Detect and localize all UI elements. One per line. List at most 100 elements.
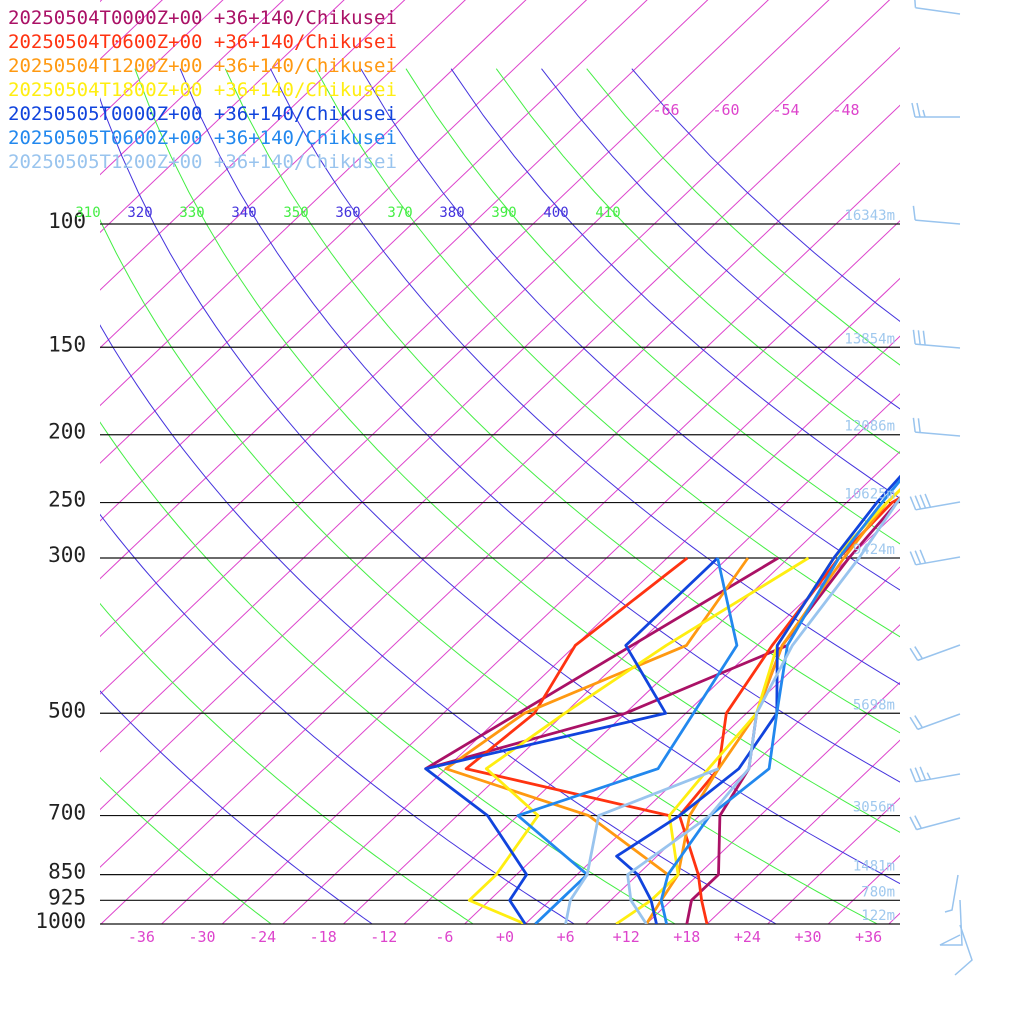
adiabat-line xyxy=(134,68,900,833)
adiabat-line xyxy=(100,690,373,924)
theta-label: 320 xyxy=(127,205,152,221)
temperature-tick-label: +36 xyxy=(855,928,882,946)
temperature-series-line xyxy=(659,478,900,924)
height-label: 10625m xyxy=(844,487,895,503)
adiabat-line xyxy=(269,68,900,685)
isotherm-line xyxy=(100,0,769,638)
temperature-tick-label: -12 xyxy=(370,928,397,946)
isotherm-line xyxy=(949,0,1024,924)
pressure-label: 250 xyxy=(48,488,86,512)
legend-entry: 20250505T0000Z+00 +36+140/Chikusei xyxy=(8,103,397,125)
theta-label: 390 xyxy=(491,205,516,221)
isotherm-line xyxy=(464,508,900,924)
height-label: 13854m xyxy=(844,331,895,347)
adiabat-line xyxy=(631,68,900,323)
height-label: 12086m xyxy=(844,419,895,435)
wind-barb xyxy=(939,874,973,976)
wind-barb xyxy=(909,713,961,731)
legend-entry: 20250505T1200Z+00 +36+140/Chikusei xyxy=(8,151,397,173)
temperature-series-line xyxy=(685,498,900,924)
isotherm-line xyxy=(827,854,900,924)
isotherm-line xyxy=(585,624,900,924)
isotherm-line xyxy=(100,104,900,868)
temperature-tick-label: -36 xyxy=(128,928,155,946)
legend-entry: 20250504T1800Z+00 +36+140/Chikusei xyxy=(8,79,397,101)
isotherm-line xyxy=(646,681,900,924)
isotherm-line xyxy=(282,335,900,924)
adiabat-line xyxy=(360,68,900,591)
theta-label: 380 xyxy=(439,205,464,221)
sounding-series xyxy=(424,474,900,924)
upper-isotherm-label: -66 xyxy=(652,101,679,119)
height-label: 16343m xyxy=(844,208,895,224)
wind-barb xyxy=(912,205,961,225)
pressure-label: 100 xyxy=(48,209,86,233)
isotherm-line xyxy=(100,0,891,753)
legend-entry: 20250504T1200Z+00 +36+140/Chikusei xyxy=(8,55,397,77)
theta-label: 410 xyxy=(595,205,620,221)
wind-barb xyxy=(909,815,961,831)
legend: 20250504T0000Z+00 +36+140/Chikusei 202505… xyxy=(8,7,397,173)
adiabat-line xyxy=(541,68,900,410)
temperature-tick-label: -18 xyxy=(310,928,337,946)
isotherm-line xyxy=(100,0,588,464)
temperature-series-line xyxy=(615,474,900,924)
height-label: 3056m xyxy=(853,800,895,816)
theta-label: 330 xyxy=(179,205,204,221)
adiabat-line xyxy=(405,68,900,545)
height-label: 9424m xyxy=(853,542,895,558)
temperature-tick-label: -30 xyxy=(188,928,215,946)
wind-barb xyxy=(909,766,961,783)
adiabat-line xyxy=(100,602,474,924)
theta-label: 350 xyxy=(283,205,308,221)
dewpoint-series-line xyxy=(564,767,720,924)
upper-isotherm-label: -60 xyxy=(712,101,739,119)
pressure-label: 1000 xyxy=(35,909,86,933)
dewpoint-series-line xyxy=(516,557,739,924)
isotherm-line xyxy=(161,220,900,924)
wind-barb xyxy=(911,102,960,118)
adiabat-line xyxy=(100,776,272,924)
adiabat-line xyxy=(179,68,900,783)
pressure-label: 850 xyxy=(48,860,86,884)
isotherm-line xyxy=(524,566,900,924)
legend-entry: 20250505T0600Z+00 +36+140/Chikusei xyxy=(8,127,397,149)
isobars xyxy=(100,223,900,925)
isotherm-line xyxy=(100,0,527,407)
wind-barbs xyxy=(909,0,973,976)
theta-label: 400 xyxy=(543,205,568,221)
pressure-label: 925 xyxy=(48,885,86,909)
isotherm-line xyxy=(343,393,900,924)
upper-isotherm-label: -48 xyxy=(832,101,859,119)
pressure-label: 200 xyxy=(48,420,86,444)
temperature-tick-label: +6 xyxy=(557,928,575,946)
height-label: 5698m xyxy=(853,697,895,713)
isotherm-line xyxy=(100,0,709,580)
wind-barb xyxy=(909,493,961,511)
temperature-tick-label: -24 xyxy=(249,928,276,946)
temperature-tick-label: +24 xyxy=(734,928,761,946)
legend-entry: 20250504T0000Z+00 +36+140/Chikusei xyxy=(8,7,397,29)
theta-label: 310 xyxy=(75,205,100,221)
adiabat-line xyxy=(100,513,575,924)
wind-barb xyxy=(913,0,961,15)
temperature-tick-label: -6 xyxy=(435,928,453,946)
wind-barb xyxy=(912,329,961,349)
dewpoint-series-line xyxy=(464,556,689,817)
wind-barb xyxy=(909,644,961,662)
isotherm-line xyxy=(767,797,900,924)
isotherm-line xyxy=(1010,0,1024,924)
theta-label: 340 xyxy=(231,205,256,221)
temperature-tick-label: +30 xyxy=(794,928,821,946)
wind-barb xyxy=(909,549,961,566)
upper-isotherm-label: -54 xyxy=(772,101,799,119)
height-label: 1481m xyxy=(853,859,895,875)
isotherm-line xyxy=(100,46,900,811)
pressure-label: 500 xyxy=(48,698,86,722)
isotherm-line xyxy=(100,0,830,695)
dewpoint-series-line xyxy=(444,557,750,876)
dewpoint-series-line xyxy=(424,556,788,771)
pressure-label: 300 xyxy=(48,543,86,567)
dewpoint-series-line xyxy=(424,556,719,924)
